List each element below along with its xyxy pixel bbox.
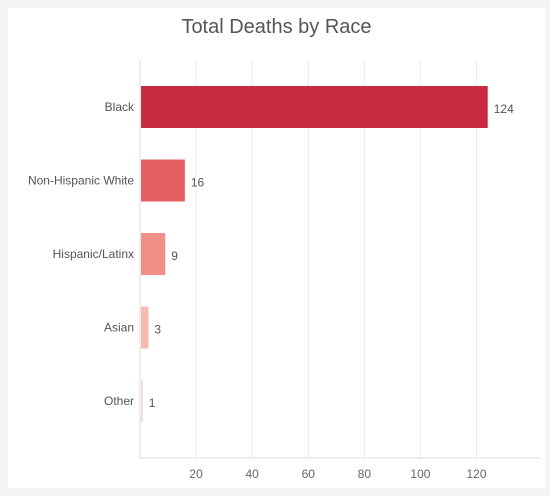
value-label: 3 <box>154 323 161 337</box>
category-label: Asian <box>104 321 134 335</box>
x-tick-label: 60 <box>302 467 316 481</box>
x-tick-label: 80 <box>358 467 372 481</box>
category-label: Black <box>105 100 135 114</box>
bar[interactable] <box>141 159 185 202</box>
x-tick-label: 40 <box>245 467 259 481</box>
value-label: 1 <box>149 396 156 410</box>
x-tick-label: 120 <box>466 467 486 481</box>
bar[interactable] <box>141 306 149 349</box>
bars <box>141 86 488 422</box>
value-label: 124 <box>494 102 514 116</box>
x-axis-ticks: 20 40 60 80 100 120 <box>189 467 486 481</box>
x-tick-label: 100 <box>410 467 430 481</box>
category-label: Non-Hispanic White <box>28 174 134 188</box>
chart-title: Total Deaths by Race <box>181 16 372 38</box>
category-label: Other <box>104 394 134 408</box>
value-label: 16 <box>191 176 205 190</box>
category-labels: Black Non-Hispanic White Hispanic/Latinx As… <box>28 100 135 408</box>
bar[interactable] <box>141 233 166 275</box>
x-tick-label: 20 <box>189 467 203 481</box>
value-label: 9 <box>171 249 178 263</box>
category-label: Hispanic/Latinx <box>53 247 134 261</box>
bar[interactable] <box>141 86 488 128</box>
bar[interactable] <box>141 380 143 422</box>
value-labels: 124 16 9 3 1 <box>149 102 514 410</box>
